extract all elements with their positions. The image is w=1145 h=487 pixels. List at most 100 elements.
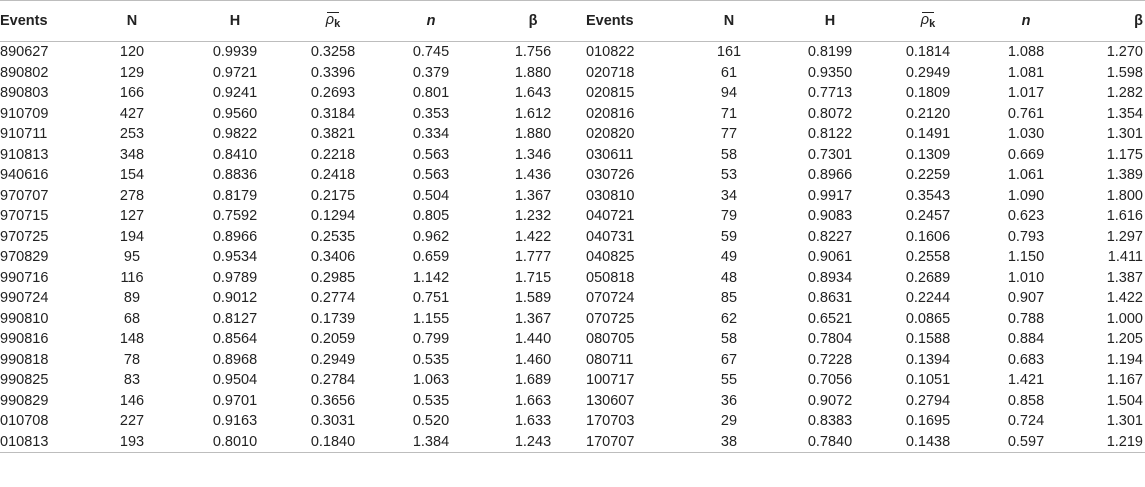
table-cell: 0.379 [412,64,450,81]
table-cell: 1.421 [1007,372,1045,388]
table-cell: 1.411 [1107,249,1143,265]
table-cell: 0.805 [412,208,450,224]
table-cell: 0.659 [412,249,450,265]
table-row: 890803 166 0.9241 0.2693 0.801 1.643 020815 94 0… [0,83,1145,104]
header-rho-k-left: ρk [284,0,382,42]
table-cell: 58 [720,331,738,347]
table-cell: 1.387 [1106,269,1143,286]
table-cell: 1.063 [412,372,450,388]
table-cell: 0.8127 [212,310,258,327]
table-cell: 0.1739 [310,310,356,327]
table-cell: 170703 [586,413,635,429]
table-row: 910709 427 0.9560 0.3184 0.353 1.612 020816 71 0… [0,104,1145,125]
table-cell: 0.1394 [905,351,951,368]
table-cell: 1.000 [1106,310,1143,327]
table-cell: 36 [720,392,738,409]
table-cell: 0.8122 [807,126,853,142]
table-cell: 78 [123,351,141,368]
table-cell: 0.535 [412,351,450,368]
table-cell: 129 [119,64,145,81]
table-cell: 080711 [586,351,634,368]
table-cell: 970707 [0,187,49,204]
table-cell: 0.3821 [310,126,356,142]
table-cell: 1.155 [412,310,450,327]
table-cell: 1.205 [1106,331,1143,347]
table-cell: 0.2418 [310,167,356,183]
table-cell: 1.088 [1007,44,1045,60]
table-cell: 0.2794 [905,392,951,409]
table-cell: 0.8966 [212,228,258,245]
table-cell: 970725 [0,228,49,245]
table-cell: 0.563 [412,167,450,183]
table-cell: 0.1695 [905,413,951,429]
table-cell: 990829 [0,392,49,409]
table-cell: 020718 [586,64,635,81]
table-cell: 990810 [0,310,49,327]
table-row: 910813 348 0.8410 0.2218 0.563 1.346 030611 58 0… [0,145,1145,166]
table-cell: 227 [119,413,145,429]
table-cell: 1.175 [1106,146,1143,163]
table-cell: 030810 [586,187,635,204]
table-cell: 0.597 [977,431,1075,453]
table-cell: 0.9083 [807,208,853,224]
table-cell: 0.2558 [905,249,951,265]
table-row: 990816 148 0.8564 0.2059 0.799 1.440 080705 58 0… [0,329,1145,350]
table-cell: 1.422 [514,228,552,245]
table-cell: 85 [720,290,738,306]
table-cell: 0.9012 [212,290,258,306]
table-cell: 79 [720,208,738,224]
table-cell: 1.030 [1007,126,1045,142]
table-cell: 1.219 [1075,431,1145,453]
table-cell: 0.8968 [212,351,258,368]
table-cell: 0.3031 [310,413,356,429]
table-cell: 0.2784 [310,372,356,388]
table-cell: 0.1294 [310,208,356,224]
table-cell: 0.962 [412,228,450,245]
table-cell: 146 [119,392,145,409]
table-cell: 1.081 [1007,64,1045,81]
table-row: 990716 116 0.9789 0.2985 1.142 1.715 050818 48 0… [0,268,1145,289]
table-cell: 0.1051 [905,372,951,388]
table-cell: 0.2949 [905,64,951,81]
table-cell: 1.301 [1106,126,1143,142]
table-cell: 0.1438 [879,431,977,453]
table-cell: 970715 [0,208,49,224]
table-cell: 1.090 [1007,187,1045,204]
table-cell: 0.9241 [212,85,258,101]
table-cell: 0.1840 [284,431,382,453]
table-cell: 0.8564 [212,331,258,347]
table-body: 890627 120 0.9939 0.3258 0.745 1.756 010822 161… [0,42,1145,453]
table-cell: 1.633 [514,413,552,429]
table-cell: 1.282 [1106,85,1143,101]
header-n-italic-right: n [977,0,1075,42]
table-cell: 990724 [0,290,49,306]
table-cell: 1.367 [514,310,552,327]
table-cell: 1.460 [514,351,552,368]
table-cell: 427 [119,105,145,122]
table-cell: 1.715 [514,269,552,286]
table-cell: 0.334 [412,126,450,142]
table-cell: 070725 [586,310,635,327]
table-cell: 148 [119,331,145,347]
table-cell: 166 [119,85,145,101]
table-cell: 100717 [586,372,635,388]
table-cell: 0.2535 [310,228,356,245]
table-cell: 0.745 [412,44,450,60]
table-cell: 0.504 [412,187,450,204]
table-cell: 0.7840 [781,431,879,453]
table-cell: 0.1588 [905,331,951,347]
table-row: 990825 83 0.9504 0.2784 1.063 1.689 100717 55 0.… [0,370,1145,391]
table-cell: 0.2985 [310,269,356,286]
table-cell: 0.0865 [905,310,951,327]
table-cell: 0.3184 [310,105,356,122]
table-cell: 020815 [586,85,635,101]
table-row: 890802 129 0.9721 0.3396 0.379 1.880 020718 61 0… [0,63,1145,84]
table-cell: 0.8227 [807,228,853,245]
table-cell: 0.761 [1007,105,1045,122]
table-cell: 55 [720,372,738,388]
table-row: 010708 227 0.9163 0.3031 0.520 1.633 170703 29 0… [0,411,1145,432]
table-cell: 0.520 [412,413,450,429]
table-cell: 1.800 [1106,187,1143,204]
table-cell: 77 [720,126,738,142]
